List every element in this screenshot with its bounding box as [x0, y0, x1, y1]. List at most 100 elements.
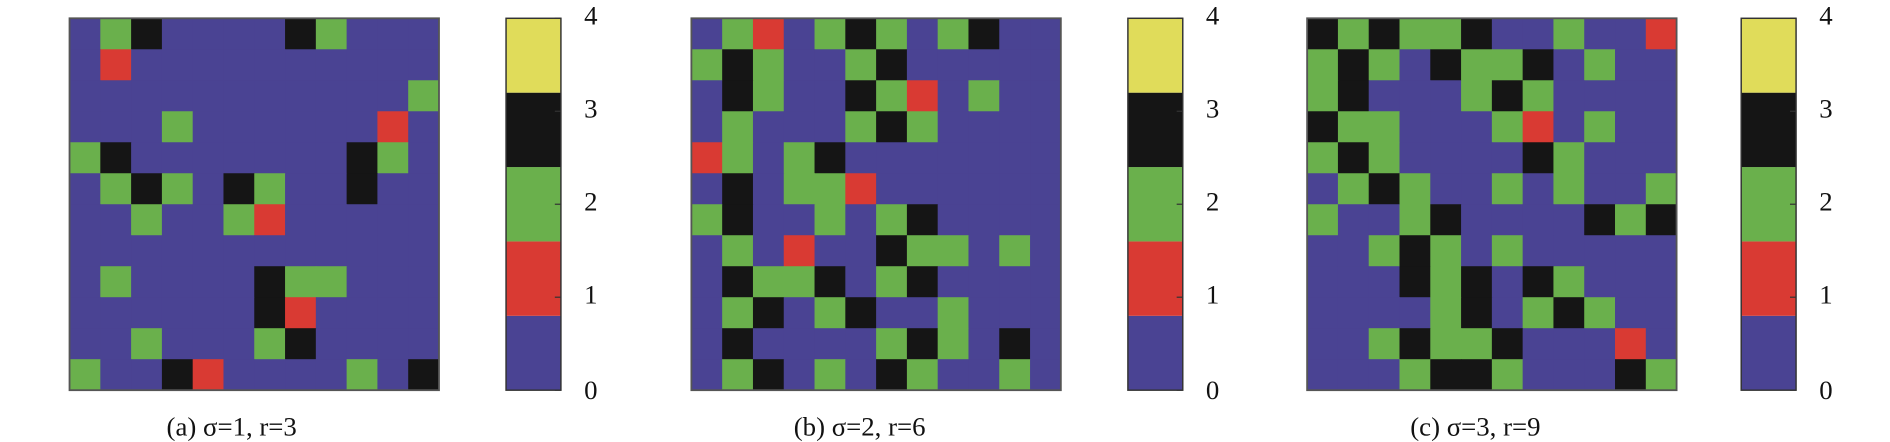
colorbar-segment	[506, 315, 561, 391]
lattice-cell	[999, 49, 1031, 81]
lattice-cell	[408, 173, 440, 205]
lattice-cell	[691, 266, 723, 298]
lattice-cell	[1615, 49, 1647, 81]
lattice-cell	[69, 328, 101, 360]
lattice-cell	[69, 173, 101, 205]
lattice-cell	[1553, 328, 1585, 360]
lattice-cell	[100, 359, 132, 391]
lattice-cell	[1030, 297, 1062, 329]
lattice-cell	[1584, 142, 1616, 174]
lattice-cell	[100, 235, 132, 267]
lattice-cell	[1399, 49, 1431, 81]
lattice-cell	[131, 49, 163, 81]
lattice-cell	[254, 297, 286, 329]
lattice-cell	[814, 235, 846, 267]
lattice-cell	[845, 204, 877, 236]
lattice-cell	[1553, 142, 1585, 174]
lattice-cell	[999, 80, 1031, 112]
lattice-cell	[1368, 173, 1400, 205]
lattice-cell	[161, 328, 194, 360]
lattice-cell	[752, 173, 785, 205]
map-frame	[68, 17, 440, 392]
lattice-cell	[161, 18, 194, 50]
lattice-cell	[968, 18, 1000, 50]
lattice-cell	[1399, 204, 1431, 236]
lattice-cell	[845, 297, 877, 329]
lattice-cell	[377, 204, 409, 236]
lattice-cell	[346, 266, 378, 298]
lattice-cell	[223, 49, 255, 81]
lattice-cell	[192, 204, 224, 236]
lattice-cell	[1399, 18, 1431, 50]
lattice-cell	[254, 266, 286, 298]
lattice-cell	[783, 204, 816, 236]
lattice-cell	[1615, 204, 1647, 236]
lattice-cell	[223, 359, 255, 391]
lattice-cell	[161, 111, 194, 143]
lattice-cell	[876, 111, 908, 143]
lattice-cell	[131, 142, 163, 174]
lattice-cell	[223, 111, 255, 143]
colorbar-segment	[1741, 167, 1797, 242]
lattice-cell	[254, 359, 286, 391]
lattice-cell	[192, 266, 224, 298]
lattice-cell	[876, 173, 908, 205]
lattice-cell	[752, 142, 785, 174]
lattice-cell	[377, 266, 409, 298]
lattice-cell	[223, 266, 255, 298]
lattice-cell	[845, 173, 877, 205]
lattice-cell	[254, 173, 286, 205]
colorbar-segment	[1741, 315, 1797, 391]
lattice-cell	[1307, 235, 1339, 267]
lattice-cell	[346, 359, 378, 391]
lattice-cell	[161, 49, 194, 81]
lattice-cell	[1645, 328, 1678, 360]
lattice-cell	[408, 142, 440, 174]
lattice-cell	[1461, 328, 1493, 360]
lattice-cell	[722, 142, 754, 174]
lattice-cell	[752, 297, 785, 329]
lattice-cell	[223, 173, 255, 205]
lattice-cell	[100, 297, 132, 329]
lattice-cell	[999, 359, 1031, 391]
lattice-cell	[1491, 111, 1524, 143]
lattice-cell	[69, 80, 101, 112]
lattice-cell	[1030, 328, 1062, 360]
lattice-cell	[1491, 80, 1524, 112]
lattice-cell	[814, 142, 846, 174]
lattice-cell	[192, 173, 224, 205]
lattice-cell	[722, 49, 754, 81]
lattice-cell	[408, 204, 440, 236]
lattice-cell	[346, 235, 378, 267]
lattice-cell	[161, 204, 194, 236]
lattice-cell	[906, 111, 939, 143]
lattice-cell	[845, 359, 877, 391]
lattice-cell	[1430, 235, 1462, 267]
lattice-cell	[1430, 18, 1462, 50]
lattice-cell	[254, 235, 286, 267]
lattice-cell	[223, 235, 255, 267]
lattice-cell	[346, 80, 378, 112]
lattice-cell	[752, 49, 785, 81]
lattice-cell	[722, 80, 754, 112]
lattice-cell	[1522, 173, 1554, 205]
lattice-cell	[1430, 297, 1462, 329]
lattice-cell	[1337, 173, 1370, 205]
lattice-cell	[346, 142, 378, 174]
lattice-cell	[937, 204, 969, 236]
lattice-cell	[1522, 49, 1554, 81]
colorbar-tick-label: 0	[584, 375, 597, 405]
lattice-cell	[1615, 266, 1647, 298]
lattice-cell	[377, 328, 409, 360]
lattice-cell	[131, 328, 163, 360]
lattice-cell	[315, 235, 348, 267]
lattice-cell	[1522, 235, 1554, 267]
lattice-cell	[1584, 328, 1616, 360]
lattice-cell	[1645, 359, 1678, 391]
panel-caption: (a) σ=1, r=3	[167, 411, 297, 441]
lattice-cell	[1430, 111, 1462, 143]
lattice-cell	[1645, 204, 1678, 236]
lattice-cell	[408, 235, 440, 267]
lattice-cell	[161, 297, 194, 329]
